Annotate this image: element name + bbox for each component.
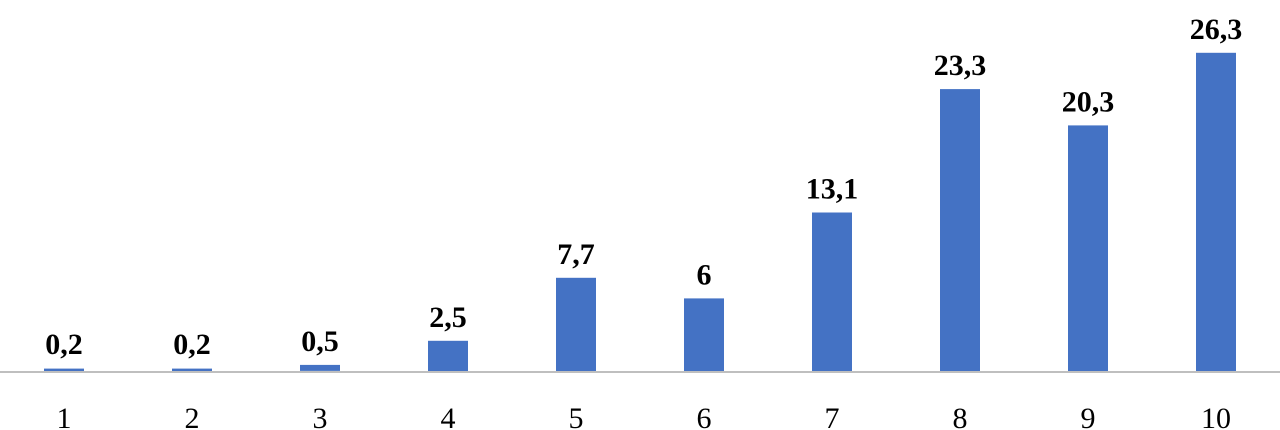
bar-1	[44, 368, 84, 371]
data-labels-group: 0,2 0,2 0,5 2,5 7,7 6 13,1 23,3 20,3 26,3	[45, 13, 1242, 361]
x-tick-label-5: 5	[569, 402, 584, 430]
bar-4	[428, 340, 468, 372]
x-tick-label-4: 4	[441, 402, 456, 430]
x-tick-label-2: 2	[185, 402, 200, 430]
data-label-2: 0,2	[173, 328, 211, 361]
x-tick-label-8: 8	[953, 402, 968, 430]
x-tick-label-9: 9	[1081, 402, 1096, 430]
data-label-5: 7,7	[557, 238, 595, 271]
bar-6	[684, 298, 724, 371]
x-tick-labels-group: 1 2 3 4 5 6 7 8 9 10	[57, 402, 1232, 430]
data-label-4: 2,5	[429, 301, 467, 334]
data-label-1: 0,2	[45, 328, 83, 361]
x-tick-label-7: 7	[825, 402, 840, 430]
bar-2	[172, 368, 212, 371]
bar-10	[1196, 52, 1236, 372]
data-label-10: 26,3	[1190, 13, 1243, 46]
x-tick-label-1: 1	[57, 402, 72, 430]
bar-3	[300, 364, 340, 371]
bar-7	[812, 212, 852, 371]
data-label-7: 13,1	[806, 173, 859, 206]
data-label-6: 6	[697, 258, 712, 291]
x-tick-label-6: 6	[697, 402, 712, 430]
data-label-9: 20,3	[1062, 85, 1115, 118]
x-tick-label-10: 10	[1201, 402, 1231, 430]
x-tick-label-3: 3	[313, 402, 328, 430]
data-label-3: 0,5	[301, 325, 339, 358]
bar-8	[940, 89, 980, 371]
data-label-8: 23,3	[934, 49, 987, 82]
bar-5	[556, 277, 596, 371]
bar-9	[1068, 125, 1108, 372]
bars-group	[44, 52, 1236, 372]
